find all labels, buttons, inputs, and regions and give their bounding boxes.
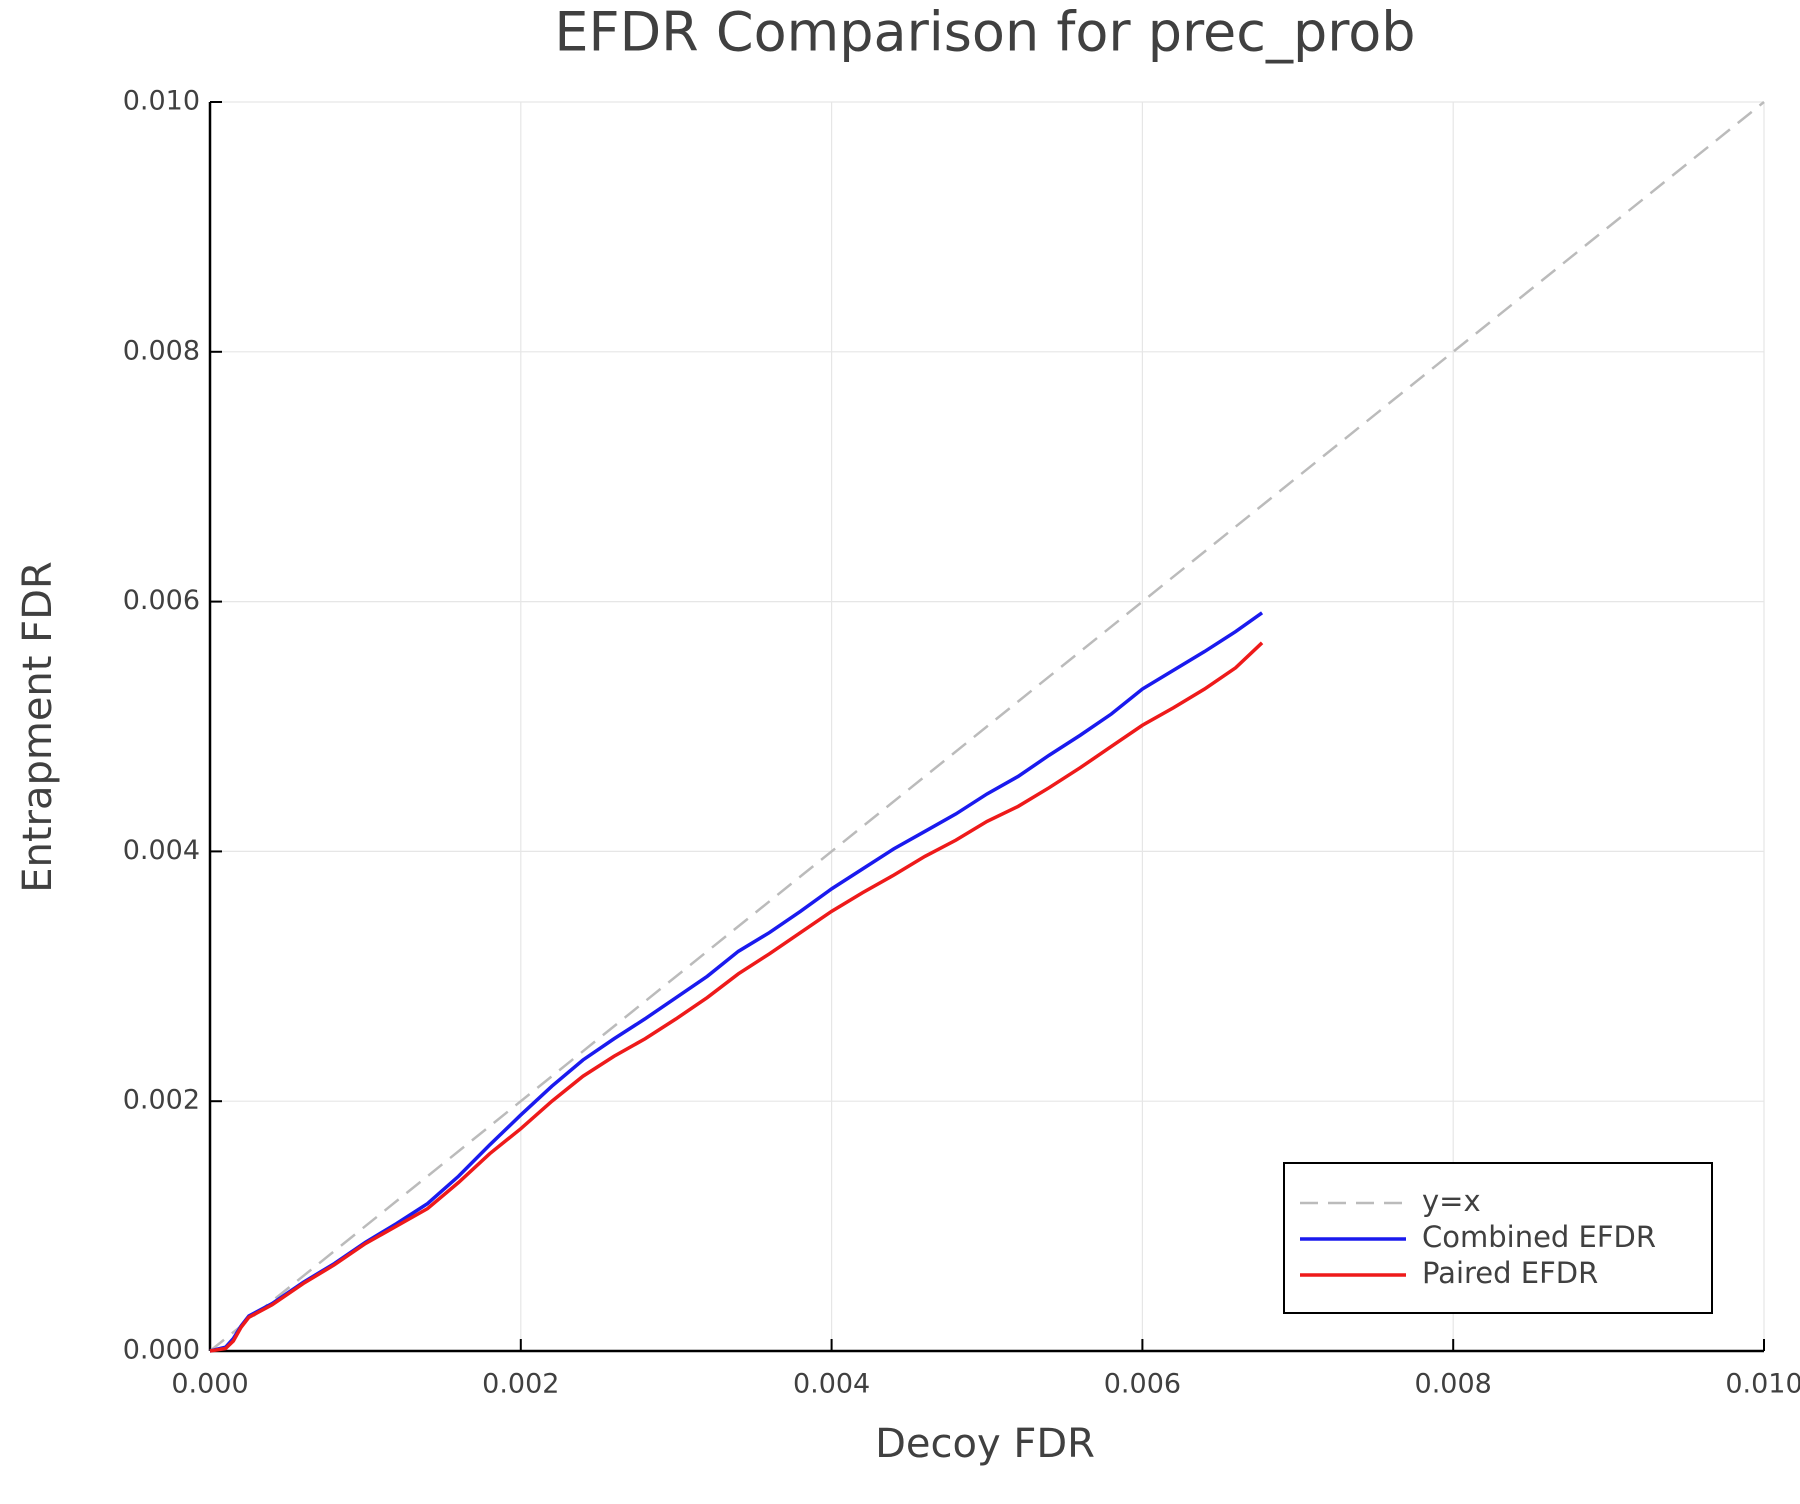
y-tick-label: 0.000 (123, 1335, 200, 1366)
legend-label: Paired EFDR (1422, 1256, 1598, 1290)
y-tick-label: 0.004 (123, 835, 200, 866)
x-tick-label: 0.004 (793, 1369, 870, 1400)
x-tick-label: 0.000 (171, 1369, 248, 1400)
chart-title: EFDR Comparison for prec_prob (554, 1, 1415, 64)
y-tick-label: 0.008 (123, 335, 200, 366)
x-tick-label: 0.006 (1104, 1369, 1181, 1400)
y-axis-label: Entrapment FDR (15, 561, 61, 893)
y-tick-label: 0.010 (123, 86, 200, 117)
x-tick-label: 0.002 (482, 1369, 559, 1400)
x-tick-label: 0.008 (1415, 1369, 1492, 1400)
x-axis-label: Decoy FDR (875, 1421, 1095, 1467)
legend-label: y=x (1422, 1184, 1481, 1218)
line-series (209, 641, 1264, 1353)
y-tick-label: 0.002 (123, 1085, 200, 1116)
x-tick-label: 0.010 (1725, 1369, 1800, 1400)
y-tick-label: 0.006 (123, 585, 200, 616)
line-series (209, 101, 1765, 1352)
legend-label: Combined EFDR (1422, 1220, 1656, 1254)
